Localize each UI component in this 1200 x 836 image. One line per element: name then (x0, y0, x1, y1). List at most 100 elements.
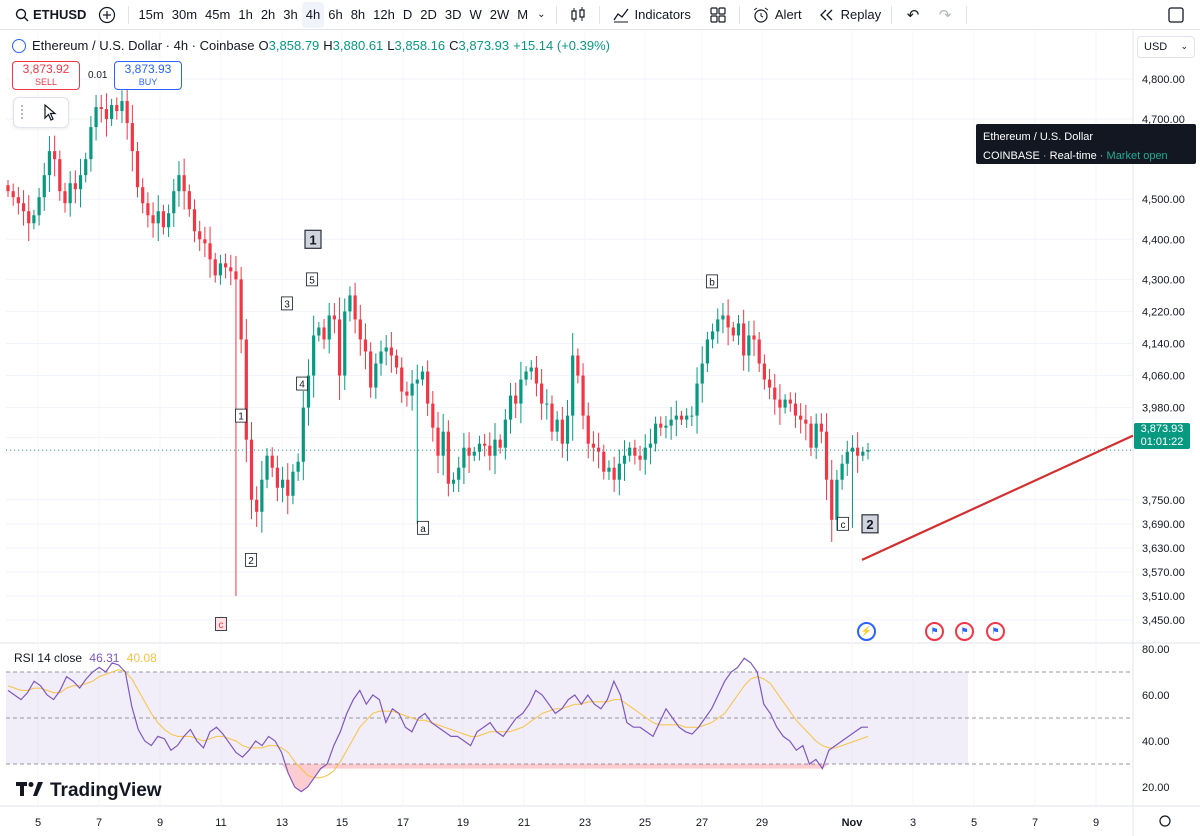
candle-body (431, 403, 435, 428)
candle-body (752, 335, 756, 340)
candle-body (591, 443, 596, 448)
interval-1h[interactable]: 1h (238, 7, 253, 22)
spread-value: 0.01 (88, 70, 108, 81)
compare-symbol-button[interactable] (91, 2, 123, 28)
candle-body (612, 467, 616, 480)
interval-d[interactable]: D (402, 7, 413, 22)
candle-body (306, 375, 311, 408)
candle-body (467, 447, 471, 456)
time-tick-label: 5 (971, 817, 977, 829)
candle-body (229, 267, 233, 272)
chart-type-button[interactable] (562, 2, 594, 28)
candle-body (301, 407, 305, 462)
candle-body (198, 231, 202, 240)
candle-body (690, 415, 694, 417)
currency-selector[interactable]: USD ⌄ (1137, 36, 1195, 58)
wave-label: 4 (299, 380, 305, 391)
tooltip-details: COINBASE · Real-time · Market open (983, 147, 1189, 166)
candle-body (679, 415, 684, 420)
candle-body (462, 447, 466, 468)
interval-2w[interactable]: 2W (489, 7, 510, 22)
economic-event-flag-icon[interactable]: ⚑ (986, 622, 1005, 641)
wave-label-box (281, 296, 293, 311)
interval-15m[interactable]: 15m (138, 7, 164, 22)
rsi-legend[interactable]: RSI 14 close 46.31 40.08 (14, 651, 157, 665)
interval-8h[interactable]: 8h (350, 7, 366, 22)
redo-button[interactable]: ↷ (929, 2, 961, 28)
separator-dot: · (1099, 150, 1107, 162)
candle-body (804, 419, 808, 424)
candle-body (348, 295, 352, 312)
replay-button[interactable]: Replay (811, 2, 886, 28)
candle-body (394, 355, 399, 368)
candle-body (607, 467, 611, 472)
candle-body (353, 295, 357, 320)
interval-6h[interactable]: 6h (328, 7, 343, 22)
interval-30m[interactable]: 30m (171, 7, 198, 22)
alert-button[interactable]: Alert (745, 2, 807, 28)
candle-body (514, 395, 518, 404)
candle-body (664, 425, 668, 428)
candle-body (275, 467, 280, 488)
candle-body (260, 479, 264, 512)
price-tick-label: 4,800.00 (1142, 74, 1185, 86)
candle-body (21, 203, 26, 212)
interval-45m[interactable]: 45m (205, 7, 231, 22)
interval-3h[interactable]: 3h (283, 7, 298, 22)
candle-body (819, 423, 823, 432)
time-tick-label: 5 (35, 817, 41, 829)
candle-body (483, 443, 487, 446)
economic-event-flag-icon[interactable]: ⚑ (925, 622, 944, 641)
price-tick-label: 3,570.00 (1142, 567, 1185, 579)
candle-body (286, 479, 290, 496)
tooltip-feed: Real-time (1049, 150, 1097, 162)
candle-body (788, 399, 792, 404)
interval-w[interactable]: W (469, 7, 482, 22)
interval-dropdown-button[interactable]: ⌄ (532, 2, 550, 28)
interval-m[interactable]: M (517, 7, 529, 22)
candle-body (99, 107, 103, 110)
separator-dot: · (1042, 150, 1050, 162)
earnings-event-icon[interactable]: ⚡ (857, 622, 876, 641)
interval-2d[interactable]: 2D (420, 7, 437, 22)
chevron-down-icon: ⌄ (1180, 41, 1188, 51)
candle-body (213, 259, 217, 276)
buy-button[interactable]: 3,873.93 BUY (114, 61, 182, 90)
wave-label-box (296, 376, 308, 391)
sell-button[interactable]: 3,873.92 SELL (12, 61, 80, 90)
high-value: 3,880.61 (332, 38, 384, 53)
candle-body (42, 175, 46, 198)
interval-4h[interactable]: 4h (301, 1, 325, 28)
wave-label-box (304, 229, 322, 249)
candle-body (540, 383, 544, 404)
candle-body (32, 215, 36, 224)
undo-button[interactable]: ↶ (897, 2, 929, 28)
time-tick-label: 25 (639, 817, 651, 829)
candle-body (156, 211, 160, 224)
indicators-button[interactable]: Indicators (605, 2, 696, 28)
price-tick-label: 4,400.00 (1142, 234, 1185, 246)
redo-icon: ↷ (938, 6, 952, 24)
price-tick-label: 4,500.00 (1142, 194, 1185, 206)
interval-3d[interactable]: 3D (444, 7, 462, 22)
chart-title: Ethereum / U.S. Dollar · 4h · Coinbase (32, 38, 255, 53)
candle-body (472, 451, 476, 456)
tradingview-logo[interactable]: TradingView (16, 780, 162, 802)
templates-button[interactable] (702, 2, 734, 28)
layout-toggle-button[interactable] (1160, 2, 1192, 28)
candle-body (291, 471, 295, 496)
drag-handle-icon[interactable] (20, 104, 24, 121)
economic-event-flag-icon[interactable]: ⚑ (955, 622, 974, 641)
symbol-search[interactable]: ETHUSD (6, 2, 91, 28)
chart-canvas[interactable]: 3,450.00 3,510.00 3,570.00 3,630.00 3,690.00… (0, 31, 1200, 836)
candle-body (519, 379, 523, 404)
candle-body (441, 431, 445, 456)
rsi-label: RSI 14 close (14, 651, 83, 665)
candle-body (581, 375, 585, 416)
cursor-icon[interactable] (42, 103, 58, 126)
wave-label-box (417, 520, 429, 535)
candle-body (716, 319, 720, 332)
time-tick-label: 21 (518, 817, 530, 829)
interval-2h[interactable]: 2h (260, 7, 276, 22)
interval-12h[interactable]: 12h (373, 7, 395, 22)
